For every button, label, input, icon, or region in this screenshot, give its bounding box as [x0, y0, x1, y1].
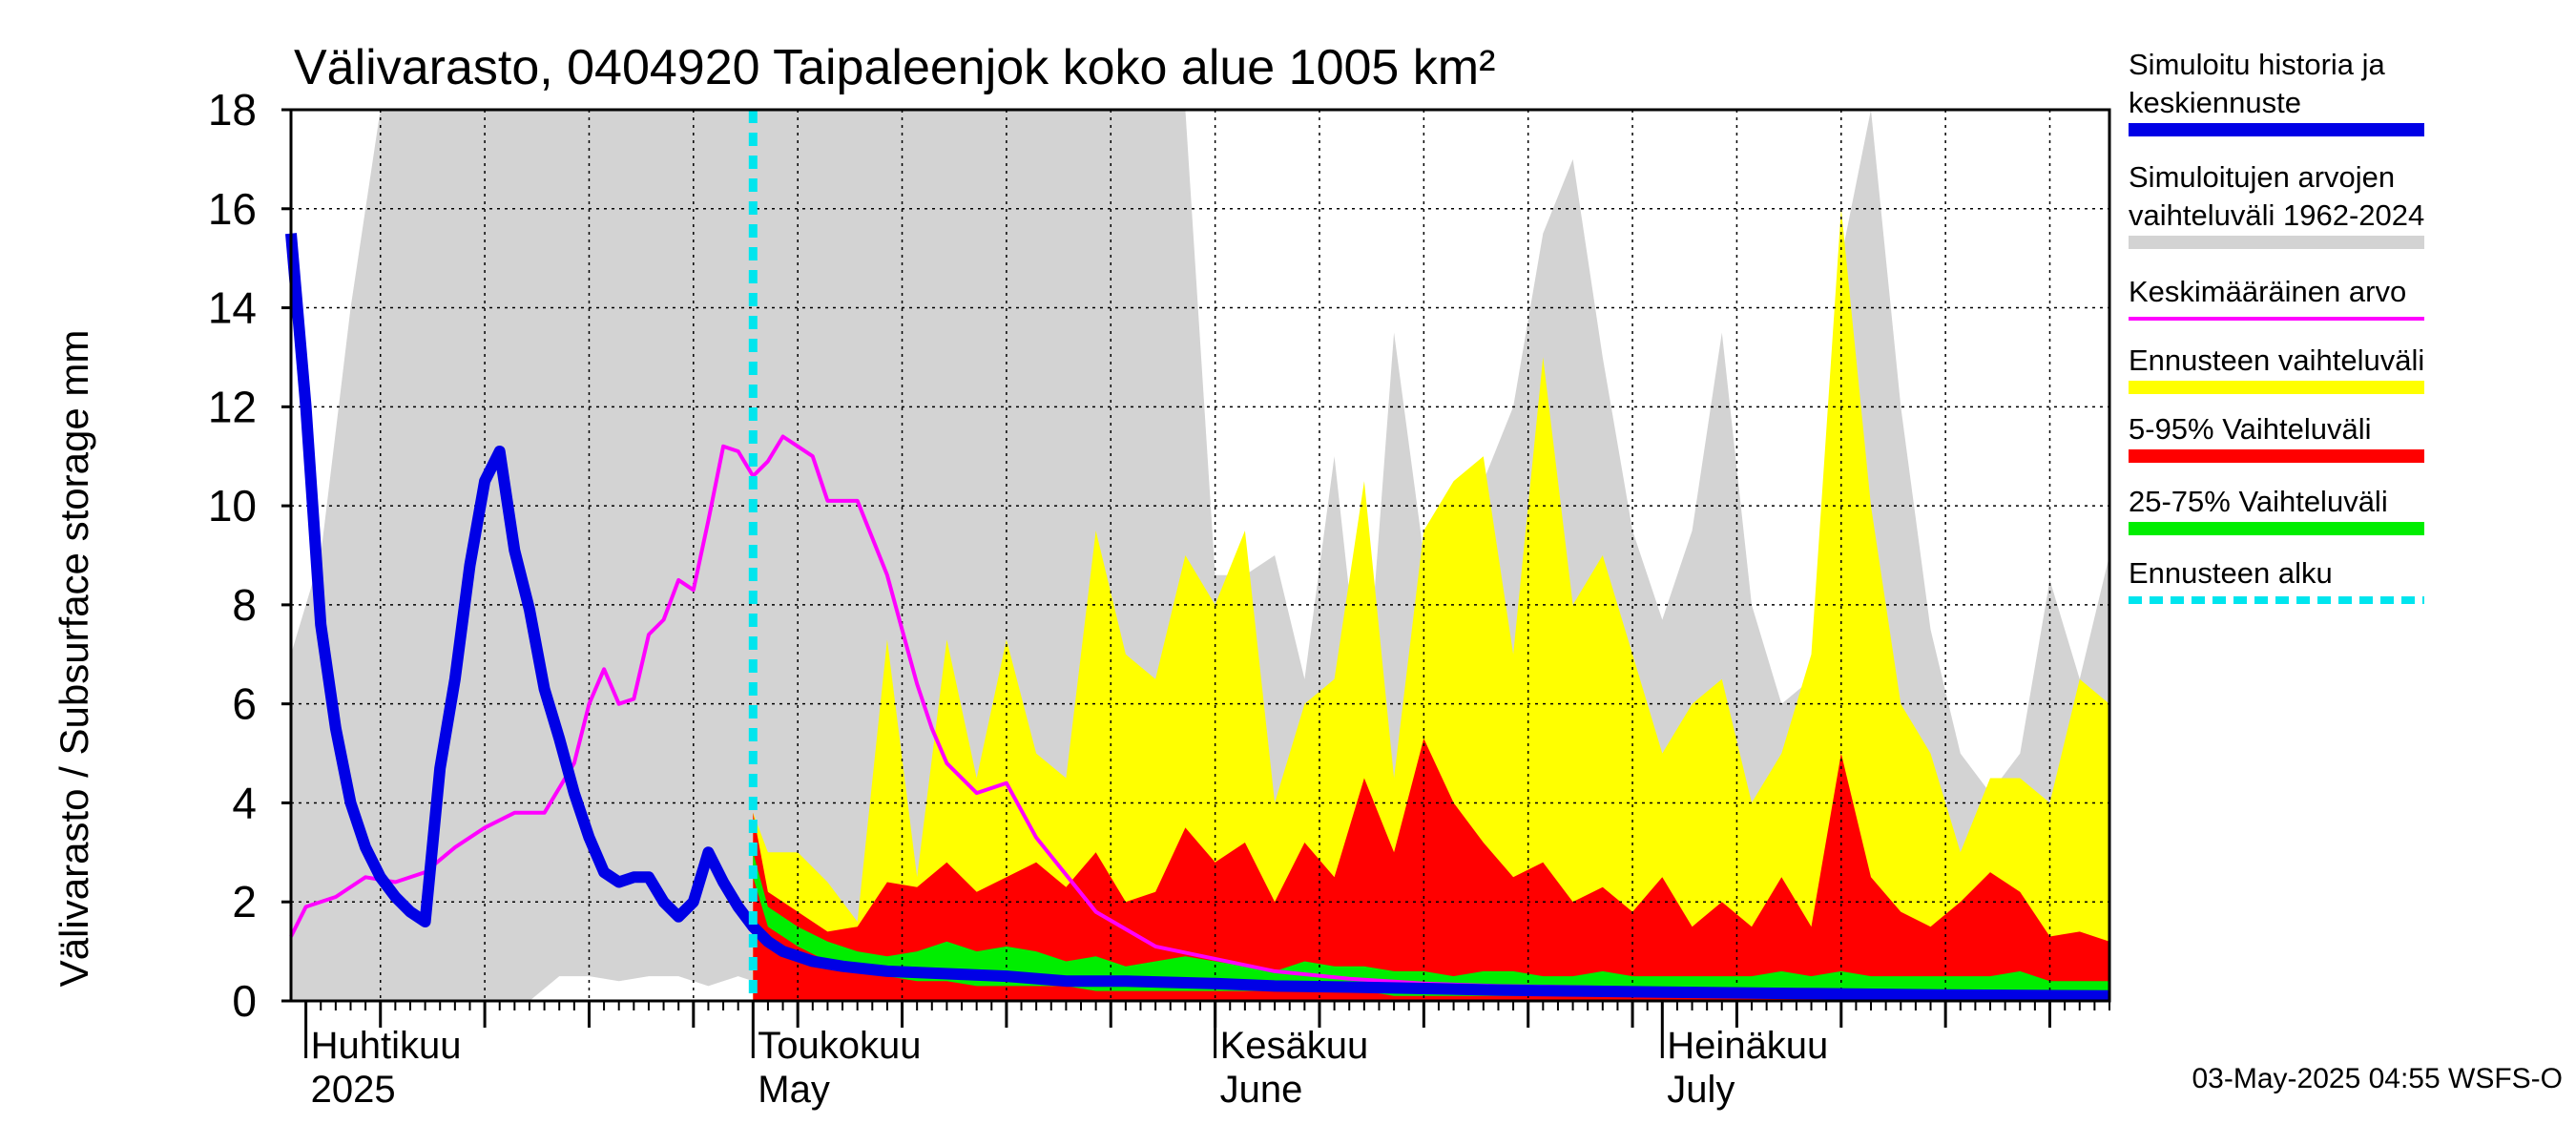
month-label-fi: Heinäkuu: [1667, 1025, 1828, 1067]
y-axis-ticks: 0 2 4 6 8 10 12 14 16 18: [208, 85, 291, 1026]
band-25-75-vaihteluv-li: [753, 852, 2109, 996]
y-tick-label: 6: [232, 679, 257, 729]
y-tick-label: 4: [232, 778, 257, 827]
legend: Simuloitu historia ja keskiennuste Simuloi…: [2129, 48, 2424, 604]
grid-lines: [291, 110, 2109, 1001]
legend-label-ennusteen-alku: Ennusteen alku: [2129, 556, 2333, 590]
plot-area: [285, 108, 2111, 1003]
month-label-en: June: [1220, 1069, 1303, 1111]
month-label-fi: Huhtikuu: [311, 1025, 462, 1067]
y-axis-label: Välivarasto / Subsurface storage mm: [52, 330, 96, 988]
legend-label-simuloitujen-arvojen-vaihteluv-li-1962-2024: vaihteluväli 1962-2024: [2129, 198, 2424, 232]
month-label-fi: Toukokuu: [758, 1025, 921, 1067]
legend-label-25-75-vaihteluv-li: 25-75% Vaihteluväli: [2129, 485, 2388, 518]
legend-label-keskim-r-inen-arvo: Keskimääräinen arvo: [2129, 275, 2406, 308]
legend-label-simuloitu-historia-ja-keskiennuste: Simuloitu historia ja: [2129, 48, 2386, 81]
y-tick-label: 0: [232, 976, 257, 1026]
series-simuloitu-historia-ja-keskiennuste: [285, 233, 2110, 1002]
y-tick-label: 18: [208, 85, 257, 135]
y-tick-label: 14: [208, 283, 257, 333]
timestamp-label: 03-May-2025 04:55 WSFS-O: [2192, 1063, 2564, 1094]
band-ennusteen-vaihteluv-li: [753, 208, 2109, 1002]
y-tick-label: 10: [208, 481, 257, 531]
band-5-95-vaihteluv-li: [753, 739, 2109, 1001]
y-tick-label: 12: [208, 382, 257, 431]
legend-label-simuloitujen-arvojen-vaihteluv-li-1962-2024: Simuloitujen arvojen: [2129, 160, 2395, 194]
month-label-en: July: [1667, 1069, 1735, 1111]
band-layer: [291, 110, 2109, 1002]
chart-title: Välivarasto, 0404920 Taipaleenjok koko a…: [294, 40, 1495, 95]
month-label-en: 2025: [311, 1069, 396, 1111]
y-tick-label: 2: [232, 877, 257, 926]
month-label-en: May: [758, 1069, 830, 1111]
line-layer: [285, 110, 2110, 1002]
series-keskim-r-inen-arvo: [289, 434, 2110, 997]
y-tick-label: 16: [208, 184, 257, 234]
legend-label-ennusteen-vaihteluv-li: Ennusteen vaihteluväli: [2129, 344, 2424, 377]
legend-label-5-95-vaihteluv-li: 5-95% Vaihteluväli: [2129, 412, 2371, 446]
y-tick-label: 8: [232, 580, 257, 630]
month-label-fi: Kesäkuu: [1220, 1025, 1369, 1067]
legend-label-simuloitu-historia-ja-keskiennuste: keskiennuste: [2129, 86, 2301, 119]
